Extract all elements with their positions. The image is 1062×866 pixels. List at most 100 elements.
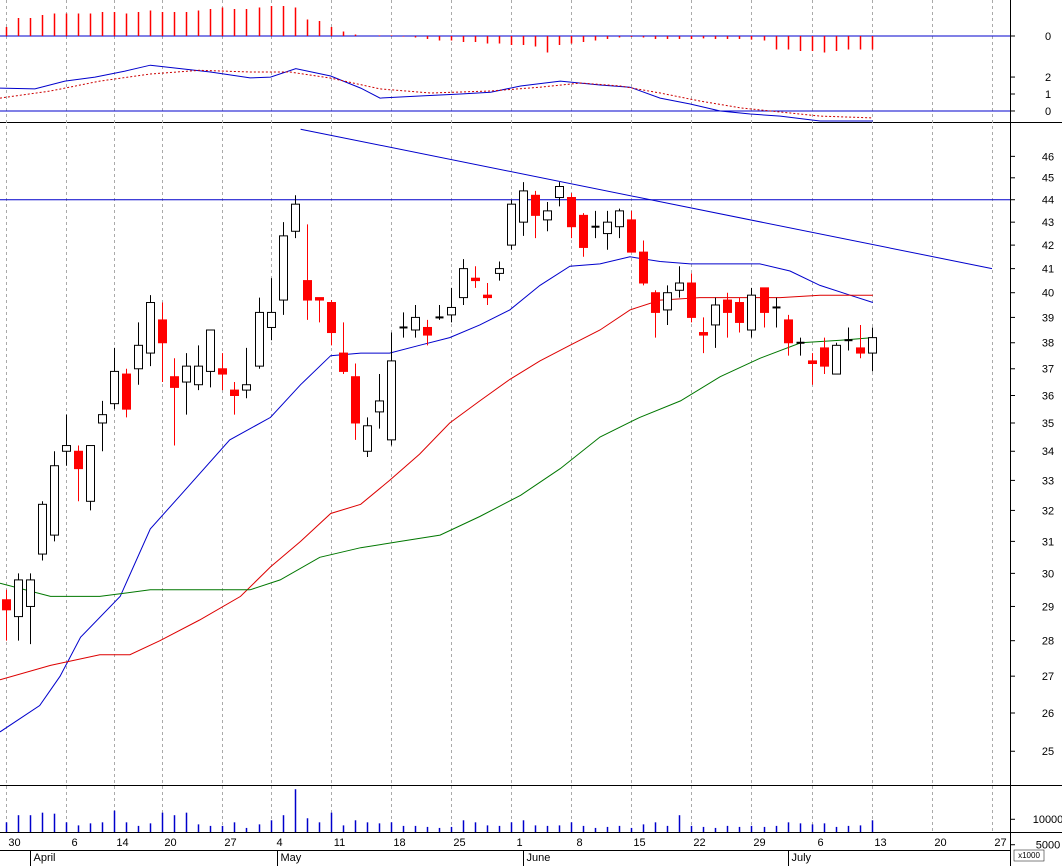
candle-body (868, 337, 877, 354)
candle-body (375, 400, 384, 413)
candle-body (627, 219, 636, 253)
candle-body (808, 360, 817, 365)
candle-body (218, 368, 227, 375)
x-tick-label: 30 (8, 837, 20, 849)
y-tick-label: 0 (1045, 31, 1051, 43)
y-tick-label: 5000 (1036, 840, 1060, 852)
candle-body (363, 425, 372, 452)
candle-body (291, 203, 300, 232)
candle-body (603, 221, 612, 235)
candle-body (531, 194, 540, 216)
candle-body (615, 210, 624, 228)
x-tick-label: 8 (576, 837, 582, 849)
candle-body (675, 282, 684, 291)
candle-body (784, 319, 793, 344)
candle-body (230, 389, 239, 397)
candle-body (255, 311, 264, 367)
candle-body (387, 360, 396, 441)
y-tick-label: 10000 (1033, 814, 1062, 826)
candle-body (423, 326, 432, 336)
y-tick-label: 31 (1042, 536, 1054, 548)
y-tick-label: 39 (1042, 312, 1054, 324)
candle-body (459, 268, 468, 299)
trend-line (300, 128, 993, 270)
x-tick-label: 22 (693, 837, 705, 849)
candle-body (760, 287, 769, 313)
y-tick-label: 45 (1042, 173, 1054, 185)
y-tick-label: 2 (1045, 72, 1051, 84)
x-tick-label: 20 (934, 837, 946, 849)
month-label: April (34, 852, 56, 864)
candle-body (832, 344, 841, 375)
candle-body (747, 294, 756, 331)
x-tick-label: 6 (817, 837, 823, 849)
y-tick-label: 42 (1042, 240, 1054, 252)
x-tick-label: 14 (116, 837, 128, 849)
y-tick-label: 26 (1042, 708, 1054, 720)
candle-body (339, 352, 348, 372)
candle-body (62, 445, 71, 452)
candle-body (651, 292, 660, 313)
y-tick-label: 27 (1042, 671, 1054, 683)
candle-body (14, 579, 23, 618)
candle-body (86, 445, 95, 502)
candle-body (856, 347, 865, 354)
candle-body (543, 210, 552, 221)
candle-body (567, 197, 576, 228)
candle-body (279, 235, 288, 301)
candle-body (98, 414, 107, 424)
y-tick-label: 44 (1042, 195, 1054, 207)
unit-box (1013, 849, 1045, 862)
candle-body (182, 365, 191, 383)
x-tick-label: 11 (334, 837, 345, 849)
moving-average (0, 256, 874, 733)
y-tick-label: 29 (1042, 601, 1054, 613)
candle-body (242, 384, 251, 391)
candle-body (411, 316, 420, 331)
y-tick-label: 38 (1042, 338, 1054, 350)
month-label: July (792, 852, 812, 864)
y-tick-label: 35 (1042, 418, 1054, 430)
candle-body (38, 503, 47, 555)
candle-body (699, 332, 708, 336)
candle-body (351, 376, 360, 424)
candle-body (122, 373, 131, 410)
x-tick-label: 25 (453, 837, 465, 849)
candle-body (267, 311, 276, 328)
y-tick-label: 40 (1042, 288, 1054, 300)
y-tick-label: 34 (1042, 446, 1054, 458)
candle-body (74, 450, 83, 470)
y-tick-label: 0 (1045, 106, 1051, 118)
y-tick-label: 30 (1042, 568, 1054, 580)
candle-body (447, 306, 456, 316)
candle-body (495, 268, 504, 274)
candle-body (2, 599, 11, 611)
y-tick-label: 46 (1042, 151, 1054, 163)
unit-label: x1000 (1018, 851, 1040, 860)
candle-body (134, 344, 143, 370)
x-tick-label: 20 (164, 837, 176, 849)
x-tick-label: 15 (633, 837, 645, 849)
x-tick-label: 1 (516, 837, 522, 849)
x-tick-label: 27 (994, 837, 1006, 849)
candle-body (579, 214, 588, 248)
y-tick-label: 37 (1042, 364, 1054, 376)
x-tick-label: 27 (224, 837, 236, 849)
x-tick-label: 6 (71, 837, 77, 849)
candle-body (146, 302, 155, 354)
y-tick-label: 28 (1042, 636, 1054, 648)
candle-body (663, 292, 672, 311)
line-series (0, 64, 873, 122)
x-tick-label: 29 (753, 837, 765, 849)
candle-body (507, 203, 516, 246)
candle-body (170, 376, 179, 388)
y-tick-label: 36 (1042, 390, 1054, 402)
x-tick-label: 4 (276, 837, 282, 849)
y-tick-label: 32 (1042, 505, 1054, 517)
month-label: June (527, 852, 551, 864)
line-series (0, 69, 873, 119)
candle-body (50, 465, 59, 536)
candle-body (194, 365, 203, 386)
